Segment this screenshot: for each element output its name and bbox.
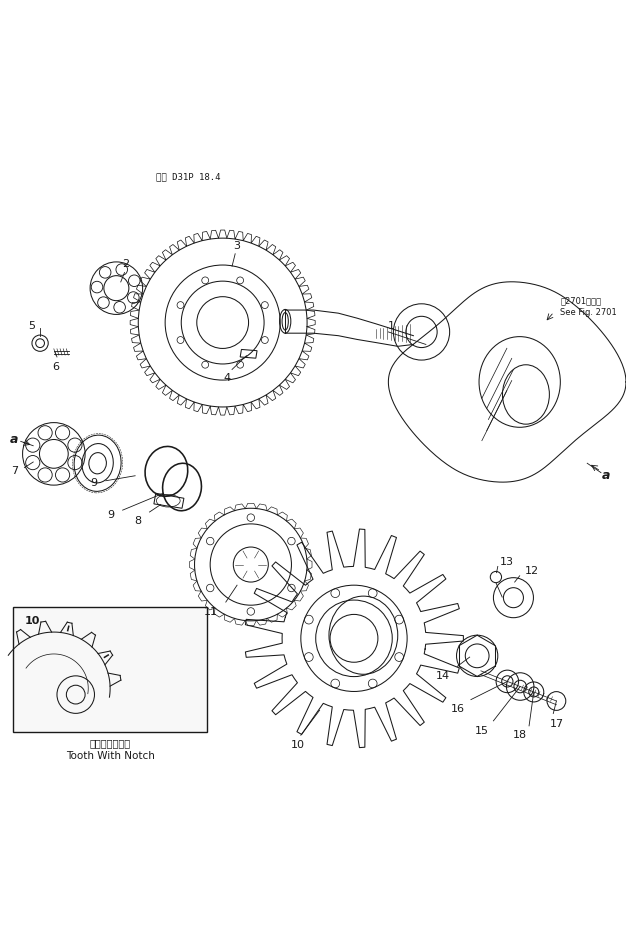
Text: 3: 3 <box>234 240 241 251</box>
Text: 8: 8 <box>134 516 142 527</box>
Text: 第2701図参照
See Fig. 2701: 第2701図参照 See Fig. 2701 <box>561 297 617 317</box>
Text: 10: 10 <box>25 616 40 626</box>
Text: a: a <box>10 433 18 446</box>
Text: 2: 2 <box>122 259 130 269</box>
Text: 18: 18 <box>513 731 527 740</box>
Text: 歯部きり欠き付: 歯部きり欠き付 <box>90 738 131 748</box>
Text: 7: 7 <box>11 466 18 476</box>
Text: 17: 17 <box>549 718 564 729</box>
Text: 9: 9 <box>107 510 114 519</box>
Text: 12: 12 <box>525 566 539 576</box>
Text: 10: 10 <box>291 740 305 749</box>
Text: 11: 11 <box>204 608 218 617</box>
Text: 6: 6 <box>52 362 59 372</box>
Text: 9: 9 <box>90 478 97 488</box>
Text: 5: 5 <box>28 321 35 331</box>
Text: 14: 14 <box>435 670 449 681</box>
Text: 図面 D31P 18.4: 図面 D31P 18.4 <box>156 173 221 181</box>
Text: 4: 4 <box>224 373 231 382</box>
Bar <box>13 608 207 732</box>
Text: Tooth With Notch: Tooth With Notch <box>66 751 155 761</box>
Text: a: a <box>602 470 611 483</box>
Text: 16: 16 <box>451 704 465 714</box>
Text: 1: 1 <box>388 321 395 331</box>
Text: 15: 15 <box>475 726 489 736</box>
Text: 13: 13 <box>500 557 514 567</box>
